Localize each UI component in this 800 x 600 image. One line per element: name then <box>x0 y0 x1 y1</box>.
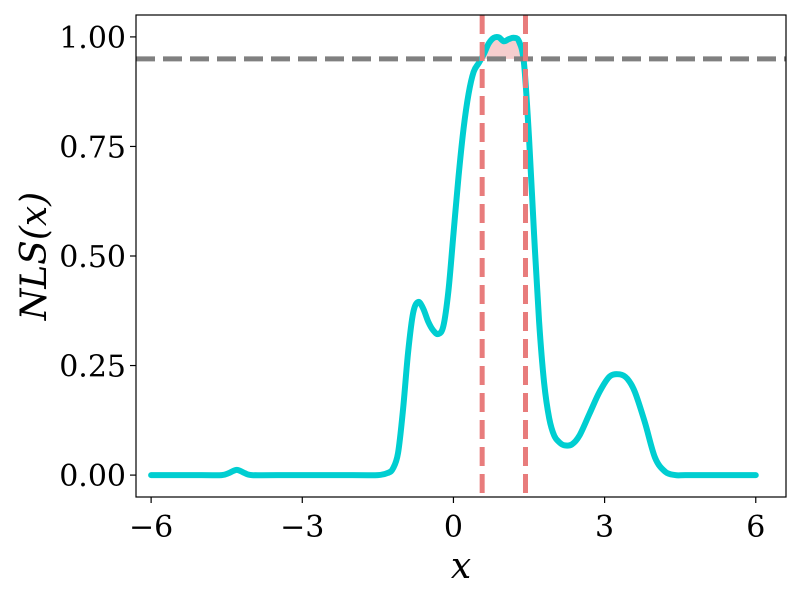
reference-lines-layer <box>136 15 786 497</box>
shaded-region-layer <box>482 37 526 59</box>
x-tick-label: 3 <box>595 510 614 545</box>
series-line-0 <box>148 33 759 479</box>
x-tick-label: 0 <box>444 510 463 545</box>
x-tick-label: 6 <box>746 510 765 545</box>
y-tick-label: 0.00 <box>59 459 126 494</box>
series-layer <box>148 33 759 479</box>
y-tick-label: 0.50 <box>59 240 126 275</box>
x-tick-label: −3 <box>280 510 324 545</box>
x-axis-label: x <box>451 546 471 587</box>
y-tick-label: 0.75 <box>59 130 126 165</box>
x-tick-label: −6 <box>129 510 173 545</box>
plot-frame <box>135 14 787 498</box>
y-axis-label: NLS(x) <box>14 192 55 321</box>
shaded-region <box>482 37 526 59</box>
y-tick-label: 1.00 <box>59 21 126 56</box>
tick-layer: −6 −3 0 3 6 0.00 0.25 0.50 0.75 1.00 <box>59 21 765 545</box>
y-tick-label: 0.25 <box>59 350 126 385</box>
